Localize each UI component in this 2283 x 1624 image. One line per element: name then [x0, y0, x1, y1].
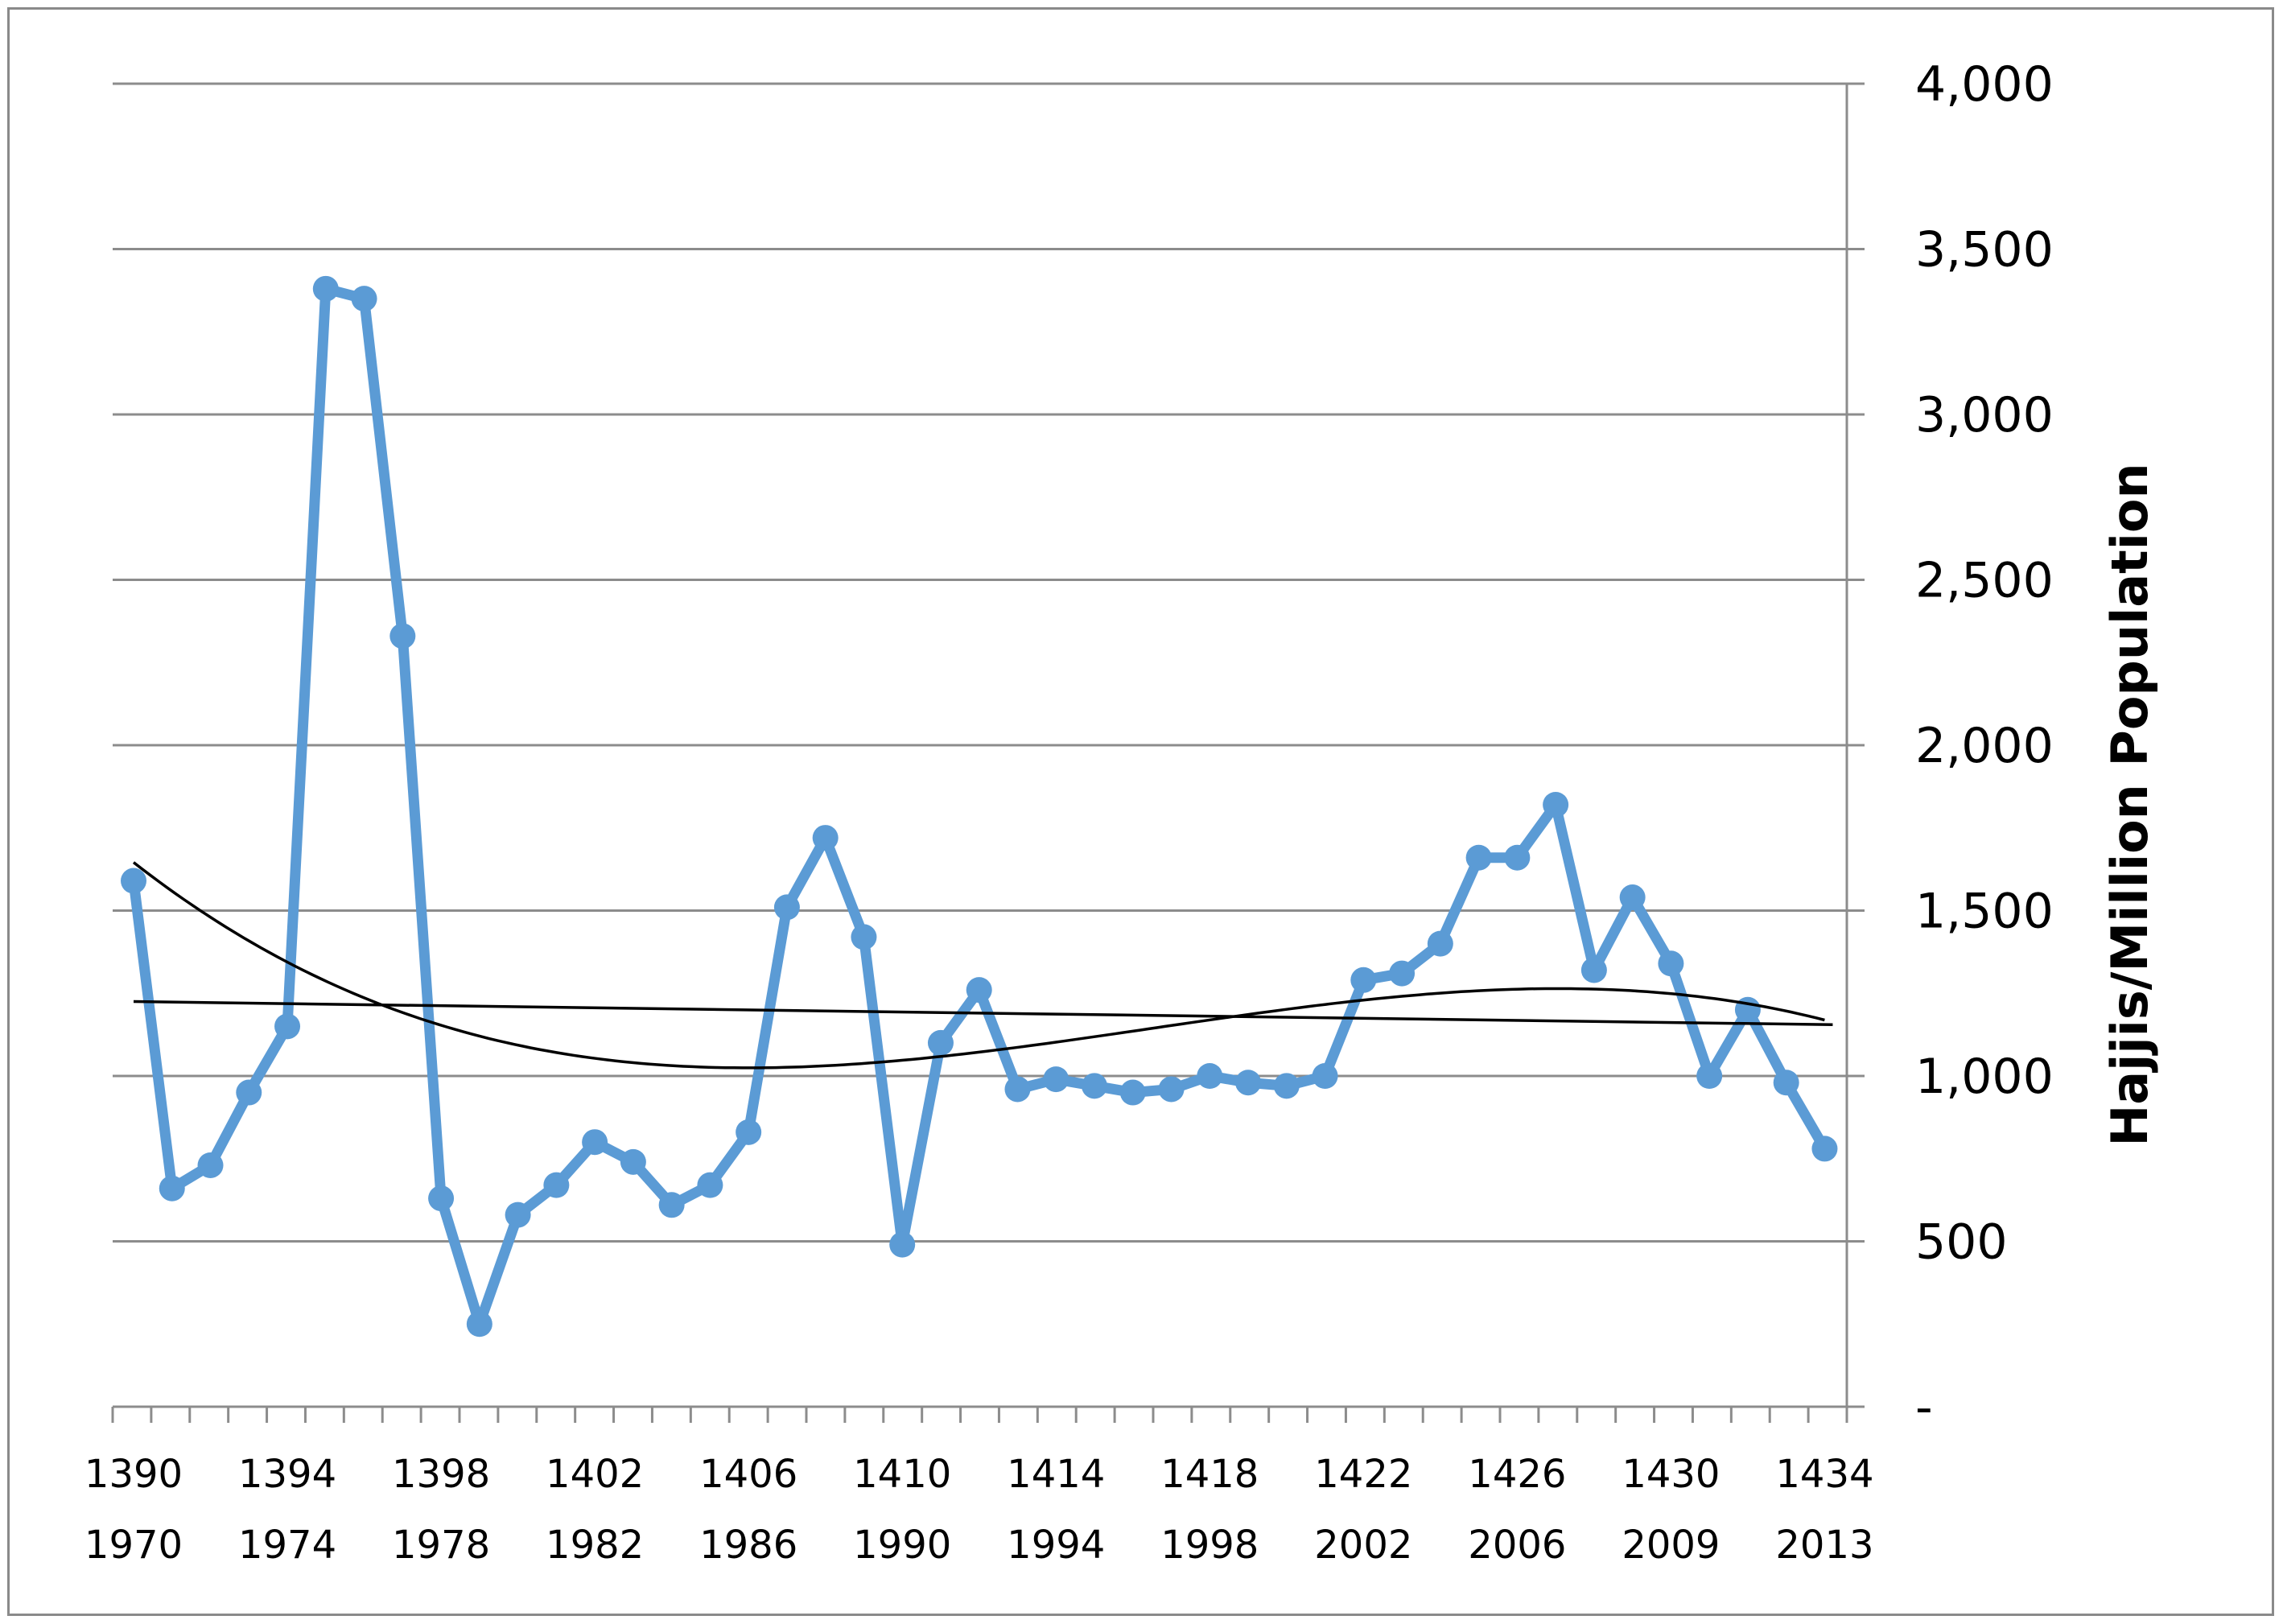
data-point [812, 825, 839, 851]
polynomial-trendline [132, 861, 1825, 1070]
y-tick-label: 2,000 [1915, 718, 2054, 774]
x-tick-label-hijri: 1422 [1314, 1452, 1412, 1497]
x-tick-label-gregorian: 1982 [546, 1523, 644, 1568]
data-point [1580, 957, 1607, 983]
data-point [543, 1172, 570, 1198]
x-tick-label-gregorian: 1986 [699, 1523, 797, 1568]
data-point [351, 286, 377, 312]
gridlines [113, 82, 1847, 1243]
y-tick-label: 3,500 [1915, 222, 2054, 278]
data-point [1773, 1070, 1799, 1096]
x-tick-label-gregorian: 1990 [853, 1523, 951, 1568]
data-point [505, 1202, 531, 1228]
y-tick-label: 3,000 [1915, 387, 2054, 443]
y-axis-ticks: - 500 1,000 1,500 2,000 2,500 3,000 3,500 4,000 [1847, 56, 2054, 1436]
data-point [1350, 967, 1377, 993]
x-tick-label-hijri: 1434 [1775, 1452, 1873, 1497]
trendline-layer [132, 861, 1833, 1070]
data-point [1043, 1066, 1069, 1093]
data-point [966, 977, 992, 1004]
data-point [773, 894, 800, 921]
data-point [1235, 1070, 1262, 1096]
data-point [1158, 1076, 1185, 1103]
x-tick-label-gregorian: 1974 [238, 1523, 336, 1568]
data-point [1465, 844, 1492, 871]
data-point [736, 1119, 762, 1145]
x-tick-label-gregorian: 2009 [1622, 1523, 1720, 1568]
x-tick-label-hijri: 1418 [1160, 1452, 1259, 1497]
data-point [159, 1175, 185, 1202]
x-tick-label-hijri: 1414 [1007, 1452, 1105, 1497]
data-point [274, 1013, 301, 1040]
data-point [1197, 1063, 1223, 1089]
data-point [1273, 1073, 1300, 1099]
y-tick-label: 4,000 [1915, 56, 2054, 113]
data-point [851, 924, 877, 950]
data-point [236, 1079, 262, 1106]
x-tick-label-gregorian: 1998 [1160, 1523, 1259, 1568]
series-layer [121, 275, 1838, 1338]
x-tick-label-gregorian: 1994 [1007, 1523, 1105, 1568]
data-point [389, 623, 416, 649]
x-tick-label-hijri: 1410 [853, 1452, 951, 1497]
x-tick-label-hijri: 1426 [1468, 1452, 1566, 1497]
y-tick-label: - [1915, 1379, 1933, 1436]
x-tick-label-hijri: 1390 [84, 1452, 183, 1497]
x-tick-label-gregorian: 1978 [392, 1523, 490, 1568]
data-point [1082, 1073, 1107, 1099]
data-point [889, 1231, 916, 1258]
x-tick-label-hijri: 1430 [1622, 1452, 1720, 1497]
data-point [620, 1148, 646, 1175]
x-tick-label-hijri: 1398 [392, 1452, 490, 1497]
x-tick-label-hijri: 1406 [699, 1452, 797, 1497]
x-tick-label-gregorian: 2013 [1775, 1523, 1873, 1568]
data-point [1658, 950, 1684, 977]
data-point [1696, 1063, 1723, 1089]
data-point [1543, 791, 1569, 818]
data-point [1504, 844, 1531, 871]
series-line [128, 283, 1830, 1329]
x-tick-label-gregorian: 1970 [84, 1523, 183, 1568]
y-tick-label: 2,500 [1915, 553, 2054, 609]
data-point [697, 1172, 723, 1198]
chart-frame [7, 7, 2274, 1616]
data-point [1389, 960, 1416, 987]
data-point [1811, 1136, 1838, 1162]
data-point [428, 1185, 455, 1212]
x-tick-label-gregorian: 2006 [1468, 1523, 1566, 1568]
data-point [1427, 930, 1453, 957]
x-tick-label-hijri: 1402 [546, 1452, 644, 1497]
data-point [1004, 1076, 1031, 1103]
data-point [1119, 1079, 1146, 1106]
data-point [1312, 1063, 1338, 1089]
data-point [582, 1129, 608, 1156]
x-tick-label-hijri: 1394 [238, 1452, 336, 1497]
y-tick-label: 1,000 [1915, 1049, 2054, 1105]
data-point [121, 868, 146, 894]
data-point [466, 1311, 492, 1338]
x-tick-label-gregorian: 2002 [1314, 1523, 1412, 1568]
data-point [927, 1029, 954, 1056]
y-tick-label: 500 [1915, 1214, 2008, 1271]
y-axis-label: Hajjis/Million Population [2100, 463, 2159, 1146]
data-point [197, 1152, 224, 1178]
y-tick-label: 1,500 [1915, 884, 2054, 940]
x-axis-ticks: 1390 1970 1394 1974 1398 1978 1402 1982 1406 1986… [84, 1407, 1874, 1568]
linear-trendline [133, 1000, 1833, 1027]
data-point [658, 1192, 685, 1218]
data-point [312, 275, 339, 302]
data-point [1619, 884, 1646, 911]
